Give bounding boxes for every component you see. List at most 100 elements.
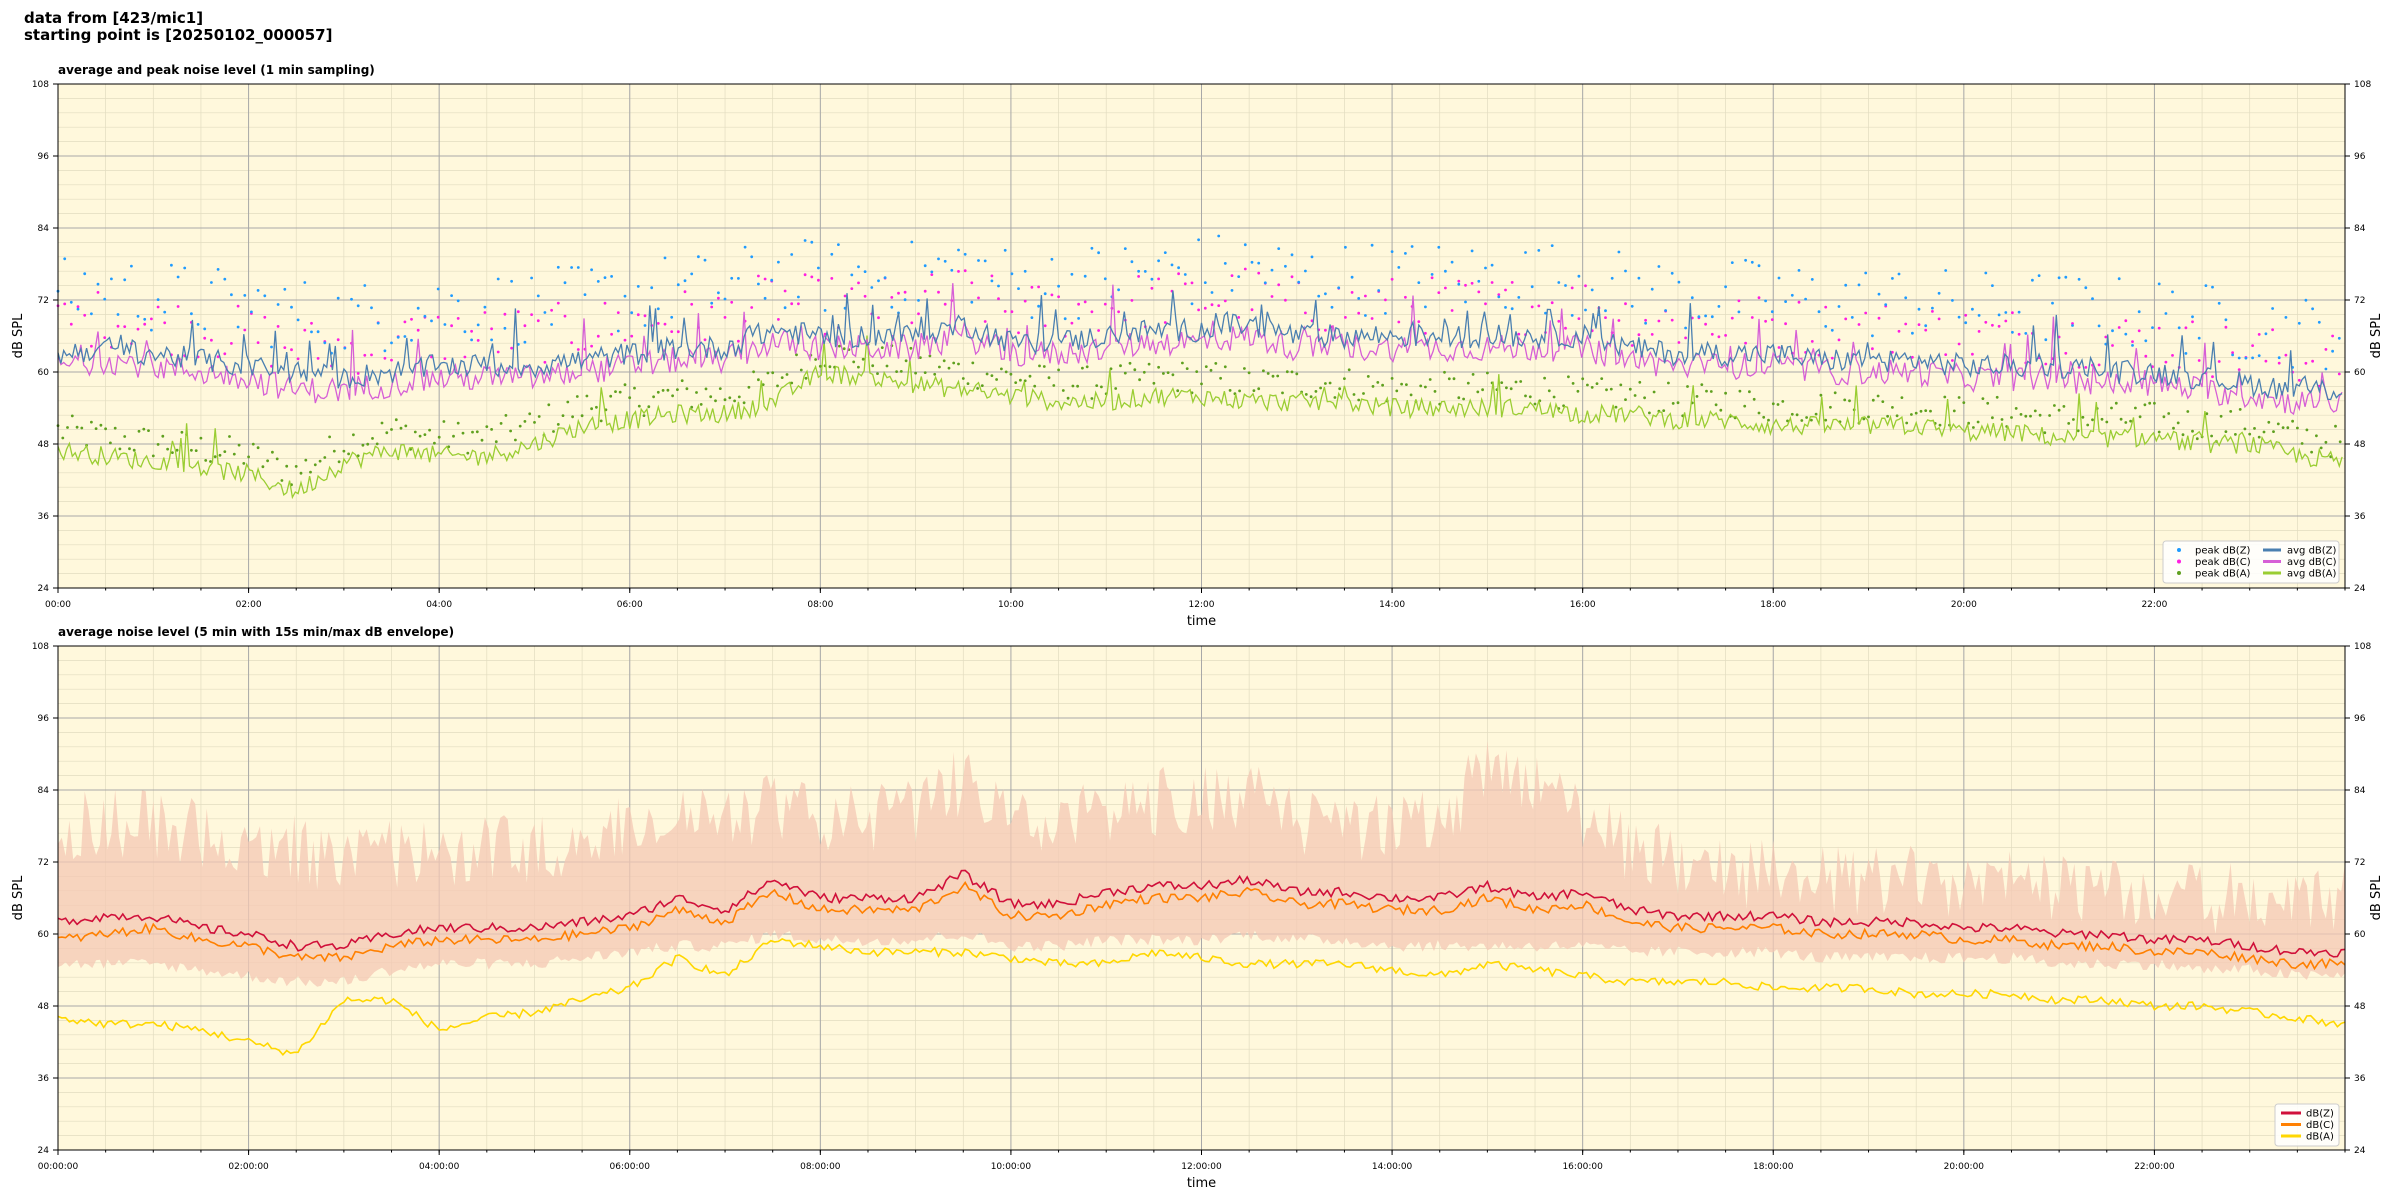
panel1-peak-dot	[230, 293, 233, 297]
panel1-peak-dot	[2057, 408, 2061, 412]
panel1-peak-dot	[2286, 426, 2290, 430]
panel1-peak-dot	[1764, 299, 1767, 303]
panel1-peak-dot	[1333, 396, 1337, 399]
panel1-peak-dot	[1844, 283, 1848, 287]
panel1-peak-dot	[623, 338, 627, 342]
panel1-peak-dot	[910, 321, 914, 325]
panel1-peak-dot	[2300, 442, 2304, 445]
panel1-peak-dot	[416, 328, 420, 332]
panel1-peak-dot	[509, 429, 512, 433]
panel1-peak-dot	[1864, 311, 1868, 315]
panel1-peak-dot	[2011, 330, 2014, 334]
panel1-peak-dot	[1757, 296, 1761, 300]
panel1-peak-dot	[1484, 302, 1487, 306]
panel1-peak-dot	[977, 296, 980, 300]
panel1-peak-dot	[1904, 296, 1908, 300]
panel1-ytick-label-left: 36	[38, 512, 50, 522]
panel1-peak-dot	[1619, 383, 1623, 387]
panel1-peak-dot	[247, 455, 251, 459]
panel1-peak-dot	[516, 310, 520, 314]
panel1-peak-dot	[2134, 406, 2137, 410]
panel1-peak-dot	[1066, 396, 1070, 400]
panel1-peak-dot	[1343, 377, 1346, 380]
panel1-peak-dot	[2291, 419, 2295, 423]
panel1-peak-dot	[950, 268, 954, 272]
panel1-peak-dot	[1142, 370, 1146, 374]
panel1-peak-dot	[1090, 310, 1094, 314]
panel1-peak-dot	[2319, 446, 2323, 450]
panel1-peak-dot	[1833, 391, 1837, 395]
panel1-peak-dot	[316, 357, 320, 360]
panel1-peak-dot	[1957, 342, 1961, 346]
panel1-peak-dot	[636, 313, 640, 317]
panel1-xtick-label: 06:00	[617, 600, 643, 610]
panel1-ytick-label-right: 72	[2354, 296, 2365, 306]
panel1-peak-dot	[236, 304, 240, 308]
panel1-peak-dot	[690, 272, 694, 276]
panel1-peak-dot	[1137, 269, 1140, 273]
panel1-peak-dot	[1717, 305, 1721, 308]
panel1-peak-dot	[1604, 309, 1607, 313]
panel1-peak-dot	[1517, 296, 1521, 299]
panel1-peak-dot	[403, 335, 407, 338]
panel1-peak-dot	[490, 428, 493, 431]
panel1-peak-dot	[997, 284, 1000, 288]
panel1-peak-dot	[609, 394, 613, 398]
panel1-peak-dot	[116, 324, 120, 328]
panel1-peak-dot	[590, 344, 593, 348]
panel1-peak-dot	[204, 459, 208, 462]
panel1-peak-dot	[470, 329, 473, 333]
panel1-peak-dot	[903, 298, 907, 302]
panel1-peak-dot	[750, 255, 754, 259]
panel2-line-dbc	[57, 881, 2346, 971]
panel2-ytick-label-right: 24	[2354, 1146, 2366, 1156]
panel1-peak-dot	[723, 398, 727, 402]
panel1-peak-dot	[2084, 366, 2088, 369]
panel2-xtick-label: 14:00:00	[1372, 1162, 1413, 1172]
panel1-peak-dot	[2124, 319, 2128, 323]
panel2-xtick-label: 22:00:00	[2134, 1162, 2175, 1172]
panel1-peak-dot	[1370, 317, 1374, 320]
panel1-peak-dot	[1114, 387, 1118, 390]
panel1-peak-dot	[1581, 377, 1585, 381]
panel2-ytick-label-left: 84	[38, 786, 50, 796]
panel1-peak-dot	[1424, 305, 1427, 309]
panel1-peak-dot	[1650, 287, 1654, 291]
panel1-peak-dot	[1837, 305, 1841, 308]
panel1-peak-dot	[575, 395, 579, 398]
panel1-peak-dot	[1684, 336, 1687, 340]
panel1-peak-dot	[1904, 322, 1908, 326]
panel1-peak-dot	[1630, 304, 1634, 308]
header-source: data from [423/mic1]	[24, 9, 204, 27]
panel1-peak-dot	[2038, 413, 2042, 417]
panel1-peak-dot	[76, 307, 80, 311]
panel1-peak-dot	[2162, 415, 2166, 419]
panel1-peak-dot	[230, 342, 233, 345]
panel1-peak-dot	[1037, 285, 1040, 289]
panel1-peak-dot	[216, 355, 220, 359]
panel1-peak-dot	[1504, 288, 1507, 292]
panel1-legend-marker	[2177, 559, 2181, 564]
panel1-xtick-label: 14:00	[1379, 600, 1405, 610]
panel1-peak-dot	[1417, 281, 1421, 284]
panel1-peak-dot	[2311, 359, 2315, 363]
panel1-peak-dot	[616, 311, 620, 314]
panel1-peak-dot	[1377, 289, 1381, 292]
panel1-peak-dot	[670, 315, 674, 319]
panel1-peak-dot	[817, 266, 820, 270]
panel1-peak-dot	[1881, 400, 1885, 403]
panel1-peak-dot	[394, 418, 398, 422]
panel1-peak-dot	[790, 253, 794, 256]
panel1-peak-dot	[390, 358, 393, 362]
panel1-peak-dot	[2031, 278, 2034, 282]
panel1-xlabel: time	[1187, 614, 1216, 629]
panel1-peak-dot	[310, 330, 313, 334]
panel1-peak-dot	[830, 252, 834, 256]
panel1-peak-dot	[603, 301, 607, 305]
panel1-peak-dot	[1824, 325, 1828, 328]
panel1-peak-dot	[2111, 344, 2114, 347]
panel1-peak-dot	[828, 365, 832, 369]
panel1-peak-dot	[556, 265, 560, 269]
panel1-peak-dot	[970, 281, 974, 285]
panel1-peak-dot	[737, 339, 740, 343]
